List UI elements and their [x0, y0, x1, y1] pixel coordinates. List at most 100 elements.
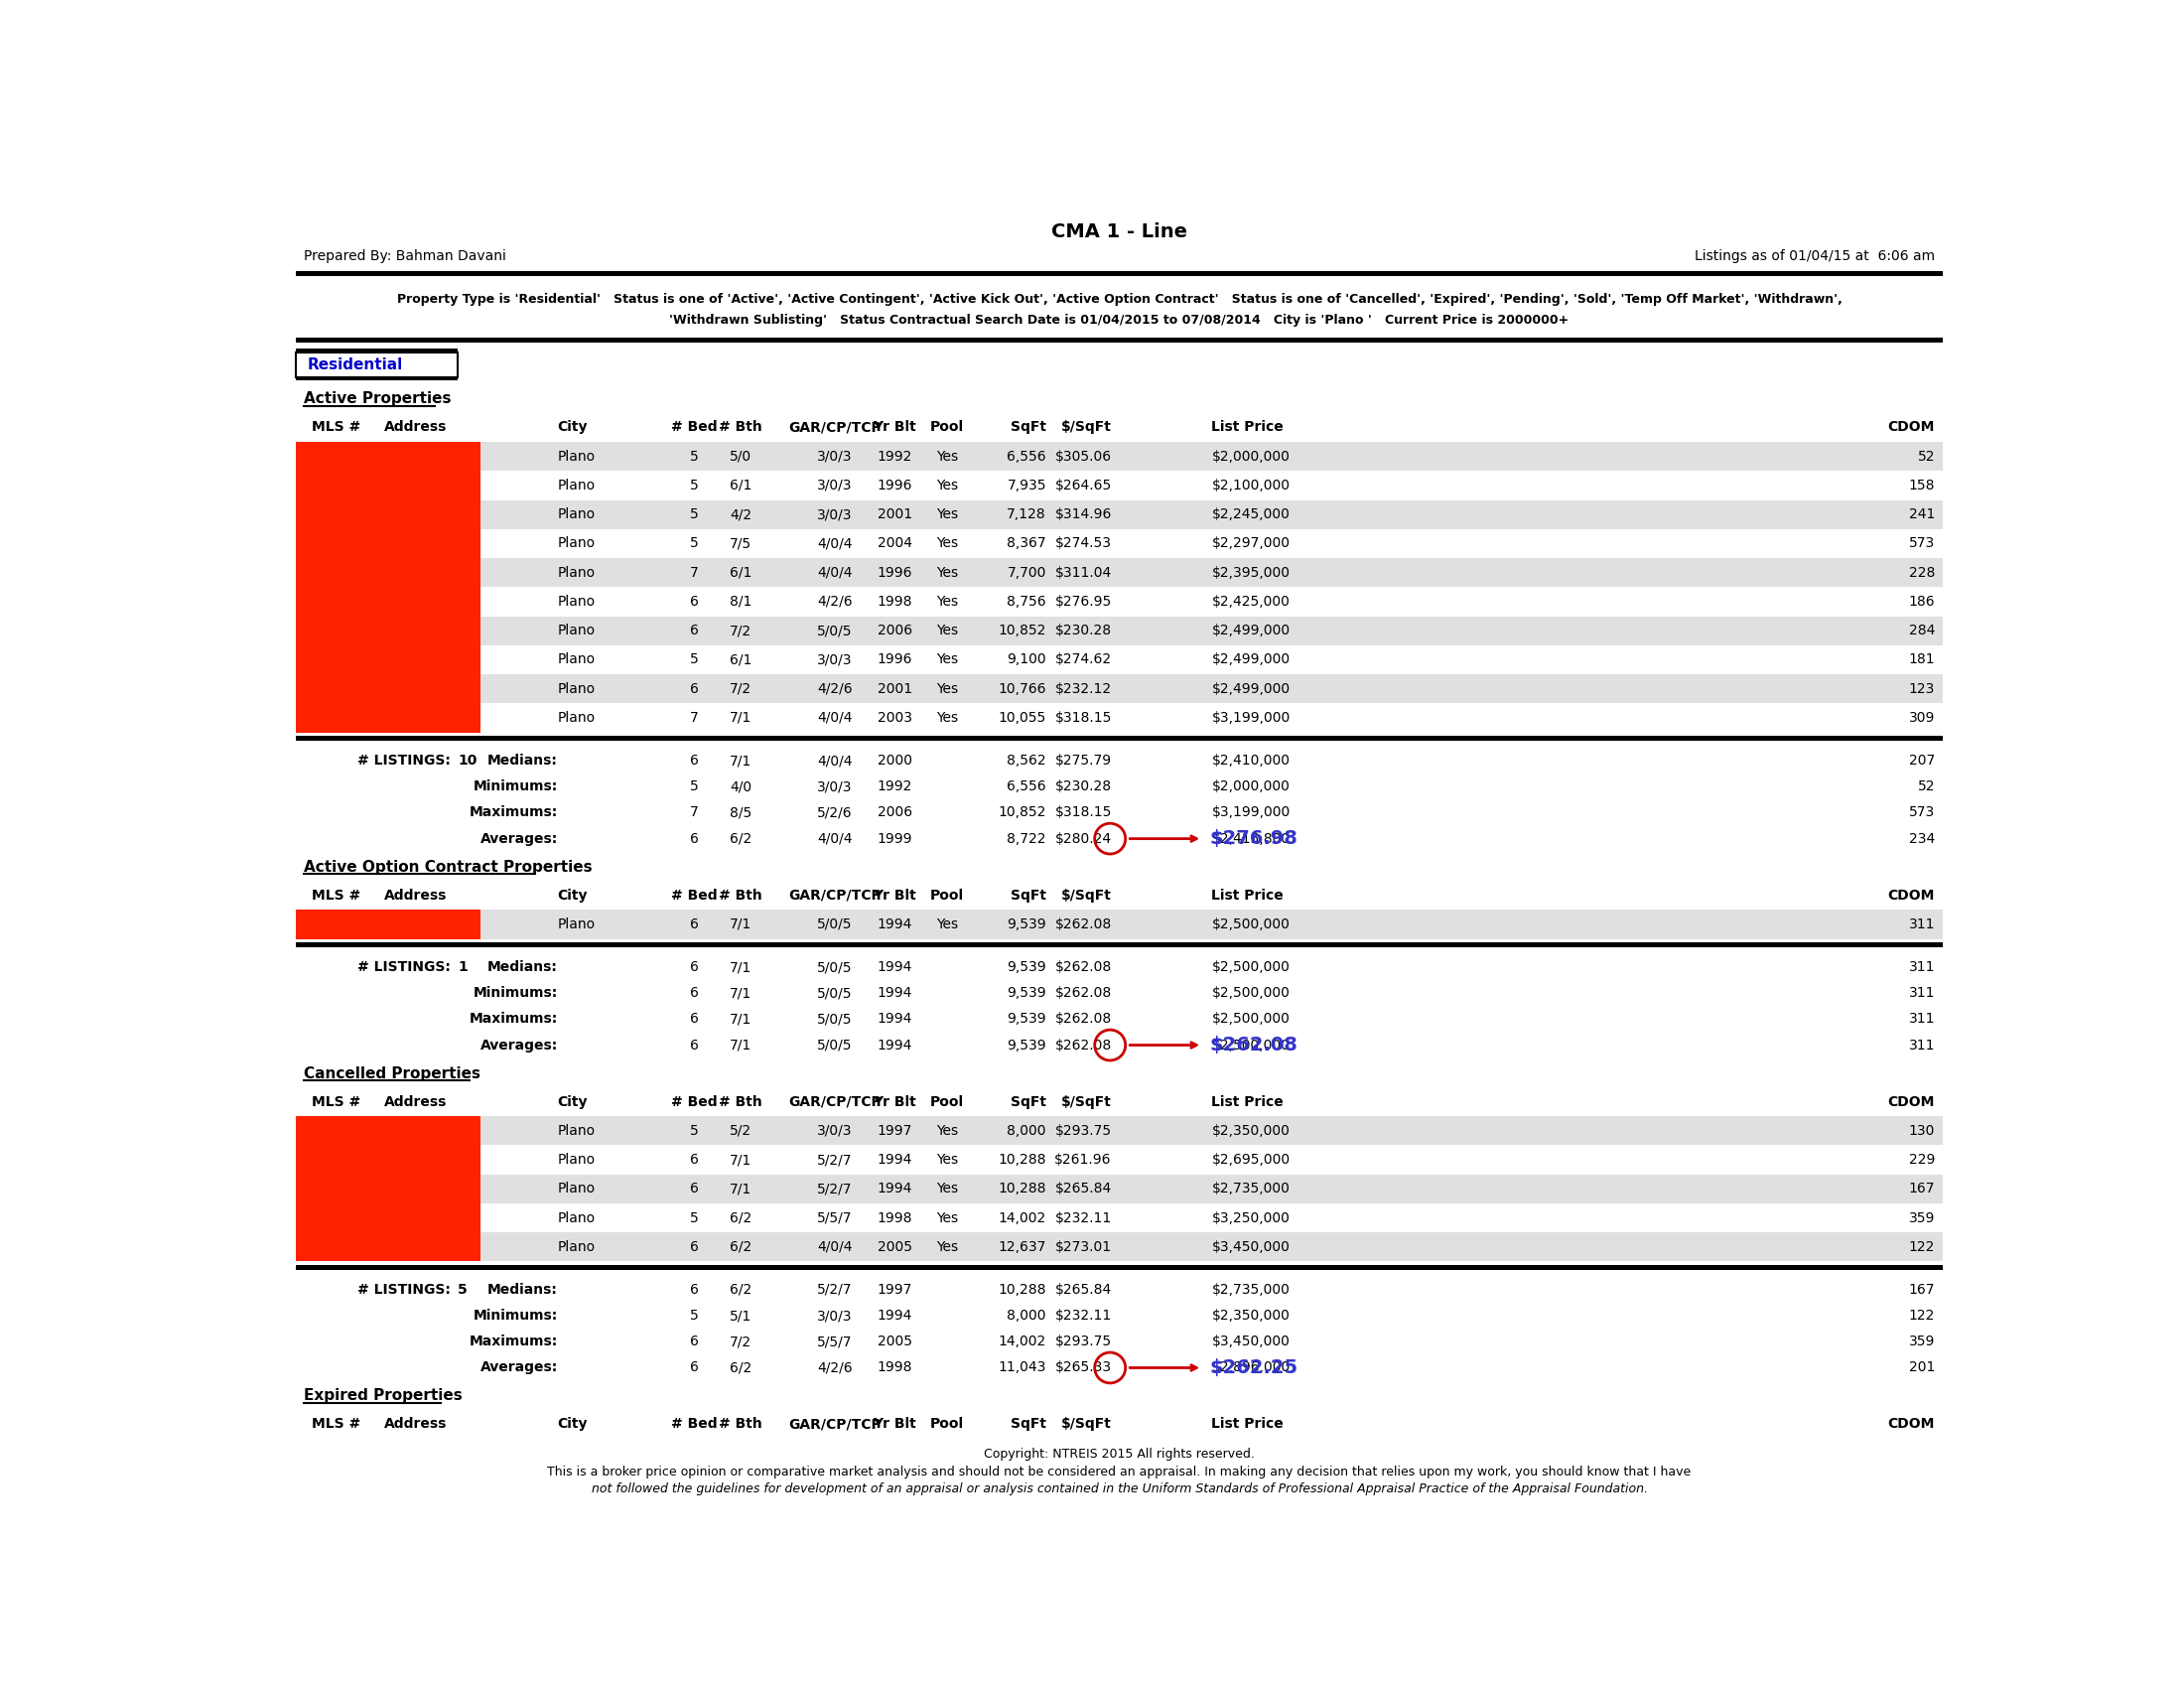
Text: $/SqFt: $/SqFt	[1061, 888, 1112, 901]
Text: $2,350,000: $2,350,000	[1212, 1124, 1291, 1138]
Text: 8,562: 8,562	[1007, 755, 1046, 768]
Text: Plano: Plano	[557, 1210, 596, 1225]
Text: $232.11: $232.11	[1055, 1210, 1112, 1225]
Text: 6: 6	[690, 594, 699, 609]
Text: 5/2: 5/2	[729, 1124, 751, 1138]
Text: 9,539: 9,539	[1007, 986, 1046, 999]
Text: Property Type is 'Residential'   Status is one of 'Active', 'Active Contingent',: Property Type is 'Residential' Status is…	[397, 292, 1841, 306]
Text: Pool: Pool	[930, 1096, 963, 1109]
Text: # Bed: # Bed	[670, 1418, 719, 1431]
Text: 5: 5	[690, 1124, 699, 1138]
Text: 2001: 2001	[878, 508, 913, 522]
Text: Averages:: Averages:	[480, 1038, 557, 1052]
Text: $274.62: $274.62	[1055, 653, 1112, 667]
Bar	[297, 1204, 480, 1232]
Text: $2,297,000: $2,297,000	[1212, 537, 1291, 550]
Text: Yes: Yes	[937, 449, 959, 463]
Text: 7,935: 7,935	[1007, 478, 1046, 493]
Text: 6/1: 6/1	[729, 653, 751, 667]
Text: List Price: List Price	[1212, 420, 1284, 434]
Bar	[297, 587, 480, 616]
Text: 1999: 1999	[878, 832, 913, 846]
Text: 3/0/3: 3/0/3	[817, 478, 852, 493]
Text: 167: 167	[1909, 1182, 1935, 1195]
Text: $264.65: $264.65	[1055, 478, 1112, 493]
Text: # Bed: # Bed	[670, 888, 719, 901]
Text: 6: 6	[690, 1241, 699, 1254]
Text: 5/5/7: 5/5/7	[817, 1335, 852, 1349]
Text: 201: 201	[1909, 1361, 1935, 1374]
Text: Expired Properties: Expired Properties	[304, 1389, 463, 1403]
Text: CDOM: CDOM	[1887, 888, 1935, 901]
Text: 11,043: 11,043	[998, 1361, 1046, 1374]
Text: 2005: 2005	[878, 1241, 913, 1254]
Text: 1997: 1997	[878, 1283, 913, 1296]
Text: Plano: Plano	[557, 537, 596, 550]
Text: $265.84: $265.84	[1055, 1283, 1112, 1296]
Text: 4/2/6: 4/2/6	[817, 1361, 852, 1374]
Text: $3,199,000: $3,199,000	[1212, 805, 1291, 820]
Text: $2,735,000: $2,735,000	[1212, 1283, 1291, 1296]
Text: 7/1: 7/1	[729, 755, 751, 768]
Text: $293.75: $293.75	[1055, 1124, 1112, 1138]
Text: 6/2: 6/2	[729, 832, 751, 846]
Text: $262.08: $262.08	[1055, 960, 1112, 974]
Text: Maximums:: Maximums:	[470, 805, 557, 820]
Text: 2006: 2006	[878, 805, 913, 820]
Text: $2,000,000: $2,000,000	[1212, 780, 1291, 793]
Bar	[297, 674, 480, 704]
Text: 3/0/3: 3/0/3	[817, 1308, 852, 1323]
Text: 1994: 1994	[878, 986, 913, 999]
Text: 6: 6	[690, 682, 699, 695]
Text: $/SqFt: $/SqFt	[1061, 420, 1112, 434]
Text: 7/1: 7/1	[729, 986, 751, 999]
Text: 10,288: 10,288	[998, 1153, 1046, 1166]
Text: $2,500,000: $2,500,000	[1212, 960, 1291, 974]
Text: 6: 6	[690, 625, 699, 638]
Text: 5: 5	[459, 1283, 467, 1296]
Text: 5/0: 5/0	[729, 449, 751, 463]
Text: 9,539: 9,539	[1007, 960, 1046, 974]
Text: 122: 122	[1909, 1241, 1935, 1254]
Text: 1994: 1994	[878, 1182, 913, 1195]
Text: 5/2/7: 5/2/7	[817, 1182, 852, 1195]
Text: 1998: 1998	[878, 594, 913, 609]
Text: 5: 5	[690, 508, 699, 522]
Text: 241: 241	[1909, 508, 1935, 522]
Text: 6/1: 6/1	[729, 478, 751, 493]
Bar	[297, 471, 1942, 500]
Text: 1994: 1994	[878, 1153, 913, 1166]
Text: $2,410,000: $2,410,000	[1212, 755, 1291, 768]
Text: Yes: Yes	[937, 1153, 959, 1166]
Text: 234: 234	[1909, 832, 1935, 846]
Text: 6,556: 6,556	[1007, 780, 1046, 793]
Text: Plano: Plano	[557, 449, 596, 463]
Text: Pool: Pool	[930, 420, 963, 434]
Text: 10,852: 10,852	[998, 805, 1046, 820]
Text: 3/0/3: 3/0/3	[817, 449, 852, 463]
Bar	[297, 1116, 480, 1144]
Text: Plano: Plano	[557, 1124, 596, 1138]
Text: 4/0/4: 4/0/4	[817, 565, 852, 579]
Text: $2,500,000: $2,500,000	[1212, 986, 1291, 999]
Text: Minimums:: Minimums:	[474, 1308, 557, 1323]
Bar	[297, 1144, 1942, 1175]
Text: City: City	[557, 1418, 587, 1431]
Text: Plano: Plano	[557, 594, 596, 609]
Text: Yes: Yes	[937, 625, 959, 638]
Text: 181: 181	[1909, 653, 1935, 667]
Text: Copyright: NTREIS 2015 All rights reserved.: Copyright: NTREIS 2015 All rights reserv…	[983, 1448, 1256, 1460]
Text: # Bed: # Bed	[670, 1096, 719, 1109]
Text: $2,500,000: $2,500,000	[1212, 1038, 1291, 1052]
Text: 10,288: 10,288	[998, 1283, 1046, 1296]
Bar	[297, 442, 480, 471]
Text: 5/0/5: 5/0/5	[817, 1013, 852, 1026]
Text: MLS #: MLS #	[312, 1418, 360, 1431]
Text: Yr Blt: Yr Blt	[874, 1418, 917, 1431]
Text: $2,395,000: $2,395,000	[1212, 565, 1291, 579]
Text: 6/2: 6/2	[729, 1283, 751, 1296]
Text: 4/0: 4/0	[729, 780, 751, 793]
Text: 5/2/7: 5/2/7	[817, 1283, 852, 1296]
Text: 7/1: 7/1	[729, 1038, 751, 1052]
Bar	[297, 704, 480, 733]
